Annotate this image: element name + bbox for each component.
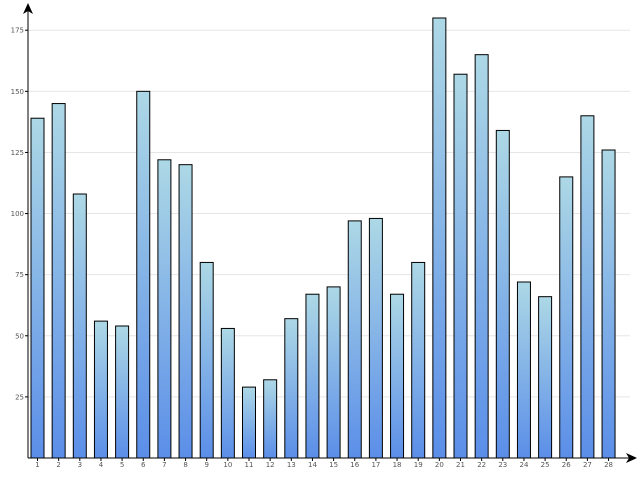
y-tick-label: 25 [15, 393, 24, 401]
x-tick-label: 18 [393, 461, 402, 469]
bar-2 [51, 103, 66, 459]
x-tick-label: 1 [35, 461, 39, 469]
y-tick-label: 175 [11, 27, 24, 35]
x-tick-label: 24 [519, 461, 528, 469]
bar-26 [559, 176, 574, 459]
bar-12 [263, 379, 278, 459]
bar-15 [326, 286, 341, 459]
bar-1 [30, 117, 45, 459]
bar-23 [495, 129, 510, 459]
bar-6 [136, 90, 151, 459]
bar-27 [580, 115, 595, 459]
y-tick-label: 125 [11, 149, 24, 157]
bar-20 [432, 17, 447, 459]
bar-14 [305, 293, 320, 459]
x-tick-label: 19 [414, 461, 423, 469]
bar-25 [538, 296, 553, 459]
axes [23, 3, 637, 463]
bar-17 [368, 217, 383, 459]
x-tick-label: 26 [562, 461, 571, 469]
x-tick-label: 5 [120, 461, 124, 469]
x-tick-label: 12 [266, 461, 275, 469]
bars [30, 17, 616, 459]
x-tick-label: 14 [308, 461, 317, 469]
y-tick-label: 75 [15, 271, 24, 279]
bar-11 [242, 386, 256, 459]
x-tick-label: 21 [456, 461, 465, 469]
x-tick-label: 22 [477, 461, 486, 469]
bar-5 [115, 325, 130, 459]
bar-7 [157, 159, 172, 459]
x-tick-label: 15 [329, 461, 338, 469]
x-tick-label: 2 [56, 461, 60, 469]
bar-10 [220, 327, 235, 459]
x-tick-label: 9 [204, 461, 208, 469]
x-tick-label: 27 [583, 461, 592, 469]
bar-13 [284, 318, 299, 459]
bar-22 [474, 54, 489, 459]
y-tick-label: 150 [11, 88, 24, 96]
y-axis-arrow-icon [23, 3, 33, 14]
bar-19 [411, 261, 426, 459]
x-axis-arrow-icon [626, 453, 637, 463]
x-tick-label: 6 [141, 461, 146, 469]
bar-8 [178, 164, 193, 459]
y-tick-labels: 25 50 75 100 125 150 175 [11, 27, 24, 402]
y-tick-label: 100 [11, 210, 24, 218]
x-tick-label: 11 [245, 461, 254, 469]
bar-21 [453, 73, 468, 459]
x-tick-label: 20 [435, 461, 444, 469]
y-tick-label: 50 [15, 332, 24, 340]
bar-16 [347, 220, 362, 459]
x-tick-label: 28 [604, 461, 613, 469]
x-tick-label: 16 [350, 461, 359, 469]
x-tick-label: 8 [183, 461, 187, 469]
bar-18 [390, 293, 405, 459]
bar-3 [72, 193, 87, 459]
bar-24 [516, 281, 531, 459]
x-tick-label: 23 [498, 461, 507, 469]
x-tick-labels: 1 2 3 4 5 6 7 8 9 10 11 12 13 14 15 16 17 18 19 20 21 22 23 24 2… [35, 458, 613, 469]
bar-9 [199, 261, 214, 459]
x-tick-label: 25 [541, 461, 550, 469]
x-tick-label: 13 [287, 461, 296, 469]
x-tick-label: 10 [223, 461, 232, 469]
x-tick-label: 4 [99, 461, 104, 469]
bar-4 [93, 320, 108, 459]
x-tick-label: 3 [78, 461, 82, 469]
x-tick-label: 7 [162, 461, 166, 469]
x-tick-label: 17 [371, 461, 380, 469]
bar-28 [601, 149, 616, 459]
